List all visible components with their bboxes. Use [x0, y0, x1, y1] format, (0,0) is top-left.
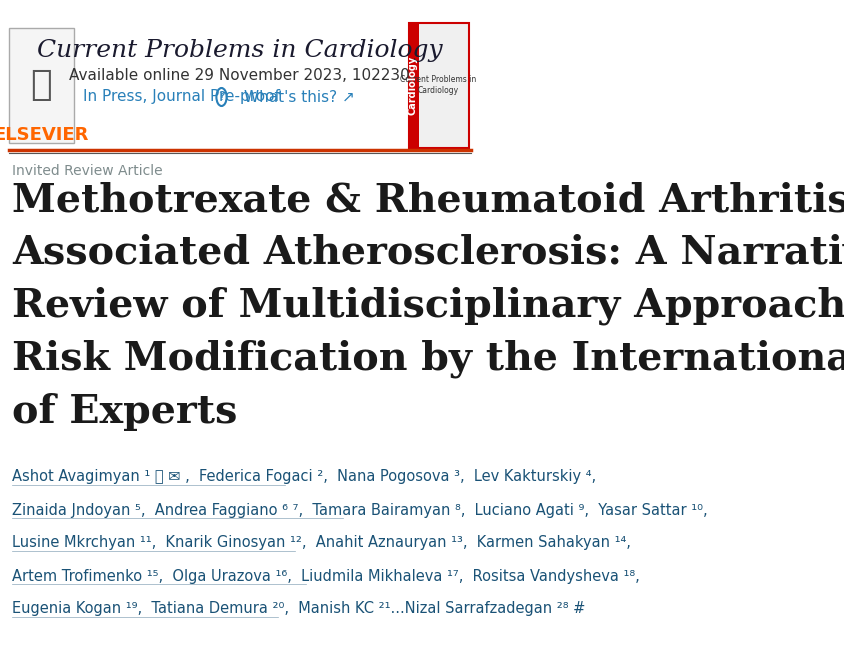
Text: 🌳: 🌳 — [30, 68, 51, 102]
FancyBboxPatch shape — [408, 23, 468, 148]
Text: Eugenia Kogan ¹⁹,  Tatiana Demura ²⁰,  Manish KC ²¹...Nizal Sarrafzadegan ²⁸ #: Eugenia Kogan ¹⁹, Tatiana Demura ²⁰, Man… — [13, 601, 585, 616]
Text: Cardiology: Cardiology — [407, 56, 417, 115]
Text: Lusine Mkrchyan ¹¹,  Knarik Ginosyan ¹²,  Anahit Aznauryan ¹³,  Karmen Sahakyan : Lusine Mkrchyan ¹¹, Knarik Ginosyan ¹², … — [13, 535, 630, 550]
Text: Current Problems in
Cardiology: Current Problems in Cardiology — [400, 75, 476, 95]
Text: ?: ? — [218, 91, 225, 103]
Text: of Experts: of Experts — [13, 393, 238, 431]
Text: In Press, Journal Pre-proof: In Press, Journal Pre-proof — [84, 89, 280, 104]
Text: ELSEVIER: ELSEVIER — [0, 126, 89, 144]
Text: Methotrexate & Rheumatoid Arthritis: Methotrexate & Rheumatoid Arthritis — [13, 181, 844, 219]
Text: Artem Trofimenko ¹⁵,  Olga Urazova ¹⁶,  Liudmila Mikhaleva ¹⁷,  Rositsa Vandyshe: Artem Trofimenko ¹⁵, Olga Urazova ¹⁶, Li… — [13, 569, 640, 584]
Text: Current Problems in Cardiology: Current Problems in Cardiology — [37, 39, 442, 63]
Text: Review of Multidisciplinary Approach for: Review of Multidisciplinary Approach for — [13, 287, 844, 325]
Text: Invited Review Article: Invited Review Article — [13, 164, 163, 178]
Text: Associated Atherosclerosis: A Narrative: Associated Atherosclerosis: A Narrative — [13, 234, 844, 272]
FancyBboxPatch shape — [8, 28, 73, 143]
Text: Risk Modification by the International Board: Risk Modification by the International B… — [13, 340, 844, 378]
Text: Available online 29 November 2023, 102230: Available online 29 November 2023, 10223… — [69, 67, 409, 82]
Text: Ashot Avagimyan ¹ 👤 ✉ ,  Federica Fogaci ²,  Nana Pogosova ³,  Lev Kakturskiy ⁴,: Ashot Avagimyan ¹ 👤 ✉ , Federica Fogaci … — [13, 470, 596, 485]
Text: What's this? ↗: What's this? ↗ — [244, 89, 354, 104]
Text: Zinaida Jndoyan ⁵,  Andrea Faggiano ⁶ ⁷,  Tamara Bairamyan ⁸,  Luciano Agati ⁹, : Zinaida Jndoyan ⁵, Andrea Faggiano ⁶ ⁷, … — [13, 503, 707, 517]
FancyBboxPatch shape — [408, 23, 419, 148]
